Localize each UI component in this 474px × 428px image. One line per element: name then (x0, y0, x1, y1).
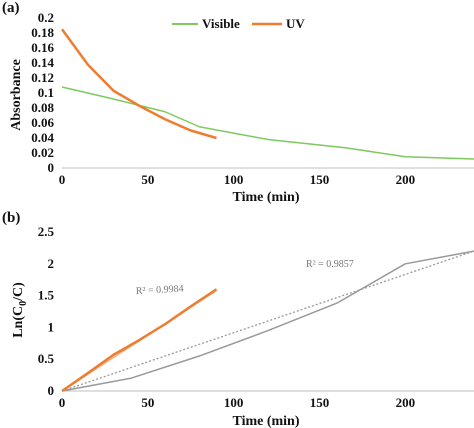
y-tick-label: 0.08 (31, 100, 54, 115)
r2-annotation-visible: R² = 0.9857 (306, 259, 354, 270)
y-tick-label: 2 (48, 256, 55, 271)
y-tick-label: 2.5 (38, 224, 55, 239)
panel-a-x-axis-title: Time (min) (232, 190, 299, 205)
panel-a: (a) 00.020.040.060.080.10.120.140.160.18… (2, 0, 474, 205)
panel-b: (b) 0 0.5 1 1.5 2 2.5 0 50 100 150 200 R² = 0.9984… (2, 210, 474, 428)
r2-annotation-uv: R² = 0.9984 (136, 284, 184, 297)
panel-a-series (60, 28, 474, 160)
panel-a-tick-labels: 00.020.040.060.080.10.120.140.160.180.20… (31, 10, 415, 187)
x-tick-label: 100 (224, 395, 244, 410)
series-line-0 (61, 250, 474, 392)
x-tick-label: 0 (59, 395, 66, 410)
panel-a-legend: Visible UV (172, 16, 305, 31)
series-line-visible (61, 86, 474, 160)
panel-b-series (61, 250, 474, 393)
y-tick-label: 0.02 (31, 145, 54, 160)
y-tick-label: 0.16 (31, 40, 54, 55)
y-tick-label: 0.14 (31, 55, 54, 70)
y-tick-label: 0 (48, 160, 55, 175)
x-tick-label: 200 (396, 395, 416, 410)
legend-visible-label: Visible (202, 16, 240, 31)
panel-a-y-axis-title: Absorbance (9, 59, 24, 131)
x-tick-label: 150 (310, 172, 330, 187)
x-tick-label: 100 (224, 172, 244, 187)
y-tick-label: 0.04 (31, 130, 54, 145)
legend-uv-label: UV (286, 16, 305, 31)
x-tick-label: 150 (310, 395, 330, 410)
panel-b-x-axis-title: Time (min) (232, 414, 299, 428)
y-tick-label: 0.5 (38, 351, 55, 366)
y-tick-label: 0.18 (31, 25, 54, 40)
y-tick-label: 0.06 (31, 115, 54, 130)
x-tick-label: 50 (141, 395, 154, 410)
y-tick-label: 1.5 (38, 288, 55, 303)
series-line-uv (60, 28, 217, 140)
y-tick-label: 0.12 (31, 70, 54, 85)
trendline-0 (61, 250, 474, 392)
x-tick-label: 50 (141, 172, 154, 187)
panel-b-label: (b) (2, 210, 20, 226)
y-tick-label: 1 (48, 319, 55, 334)
x-tick-label: 200 (396, 172, 416, 187)
y-tick-label: 0.2 (38, 10, 54, 25)
y-tick-label: 0 (48, 383, 55, 398)
y-tick-label: 0.1 (38, 85, 54, 100)
panel-b-tick-labels: 0 0.5 1 1.5 2 2.5 0 50 100 150 200 (38, 224, 415, 410)
panel-a-label: (a) (2, 0, 20, 16)
x-tick-label: 0 (59, 172, 66, 187)
series-line-1 (61, 288, 218, 393)
panel-b-y-axis-title: Ln(C0/C) (11, 282, 29, 338)
